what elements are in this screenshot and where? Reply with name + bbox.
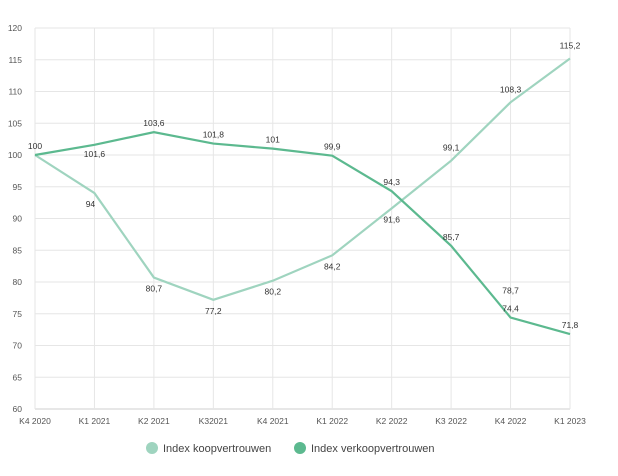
legend-label-verkoopvertrouwen: Index verkoopvertrouwen [311, 443, 435, 455]
y-tick-label: 115 [8, 55, 22, 65]
x-tick-label: K2 2021 [138, 416, 170, 426]
data-label: 99,9 [324, 142, 341, 152]
y-tick-label: 120 [8, 23, 22, 33]
x-tick-label: K4 2020 [19, 416, 51, 426]
x-tick-label: K3 2022 [435, 416, 467, 426]
y-tick-label: 100 [8, 150, 22, 160]
grid [35, 28, 570, 409]
y-tick-label: 110 [8, 87, 22, 97]
x-tick-label: K1 2022 [316, 416, 348, 426]
y-tick-label: 65 [13, 372, 23, 382]
data-label: 103,6 [143, 118, 165, 128]
data-label: 94 [86, 199, 96, 209]
data-label: 99,1 [443, 143, 460, 153]
annotation-label: 78,7 [502, 285, 519, 295]
legend: Index koopvertrouwen Index verkoopvertro… [146, 442, 435, 455]
data-labels: 94 80,7 77,2 80,2 84,2 91,6 99,1 108,3 115,2 100 1… [28, 40, 581, 330]
series-line-koopvertrouwen [35, 58, 570, 299]
x-tick-label: K4 2021 [257, 416, 289, 426]
y-tick-label: 80 [13, 277, 23, 287]
y-tick-label: 60 [13, 404, 23, 414]
x-tick-label: K1 2021 [79, 416, 111, 426]
x-tick-label: K2 2022 [376, 416, 408, 426]
data-label: 84,2 [324, 261, 341, 271]
y-tick-label: 90 [13, 214, 23, 224]
x-tick-label: K1 2023 [554, 416, 586, 426]
data-label: 85,7 [443, 232, 460, 242]
data-label: 100 [28, 141, 42, 151]
data-label: 80,2 [265, 287, 282, 297]
legend-label-koopvertrouwen: Index koopvertrouwen [163, 443, 271, 455]
y-tick-label: 75 [13, 309, 23, 319]
data-label: 101,8 [203, 130, 225, 140]
data-label: 91,6 [383, 214, 400, 224]
data-label: 80,7 [146, 284, 163, 294]
y-tick-label: 95 [13, 182, 23, 192]
y-tick-label: 70 [13, 341, 23, 351]
series-lines [35, 58, 570, 334]
data-label: 101,6 [84, 149, 106, 159]
y-tick-label: 85 [13, 245, 23, 255]
legend-marker-koopvertrouwen [146, 442, 158, 454]
data-label: 71,8 [562, 320, 579, 330]
data-label: 101 [266, 135, 280, 145]
data-label: 115,2 [560, 40, 581, 50]
series-line-verkoopvertrouwen [35, 132, 570, 334]
data-label: 74,4 [502, 304, 519, 314]
y-axis: 60 65 70 75 80 85 90 95 100 105 110 115 120 [8, 23, 22, 414]
legend-marker-verkoopvertrouwen [294, 442, 306, 454]
x-tick-label: K4 2022 [495, 416, 527, 426]
x-tick-label: K32021 [199, 416, 229, 426]
x-axis: K4 2020 K1 2021 K2 2021 K32021 K4 2021 K1 202… [19, 416, 586, 426]
data-label: 77,2 [205, 306, 222, 316]
y-tick-label: 105 [8, 118, 22, 128]
data-label: 108,3 [500, 84, 522, 94]
data-label: 94,3 [383, 177, 400, 187]
